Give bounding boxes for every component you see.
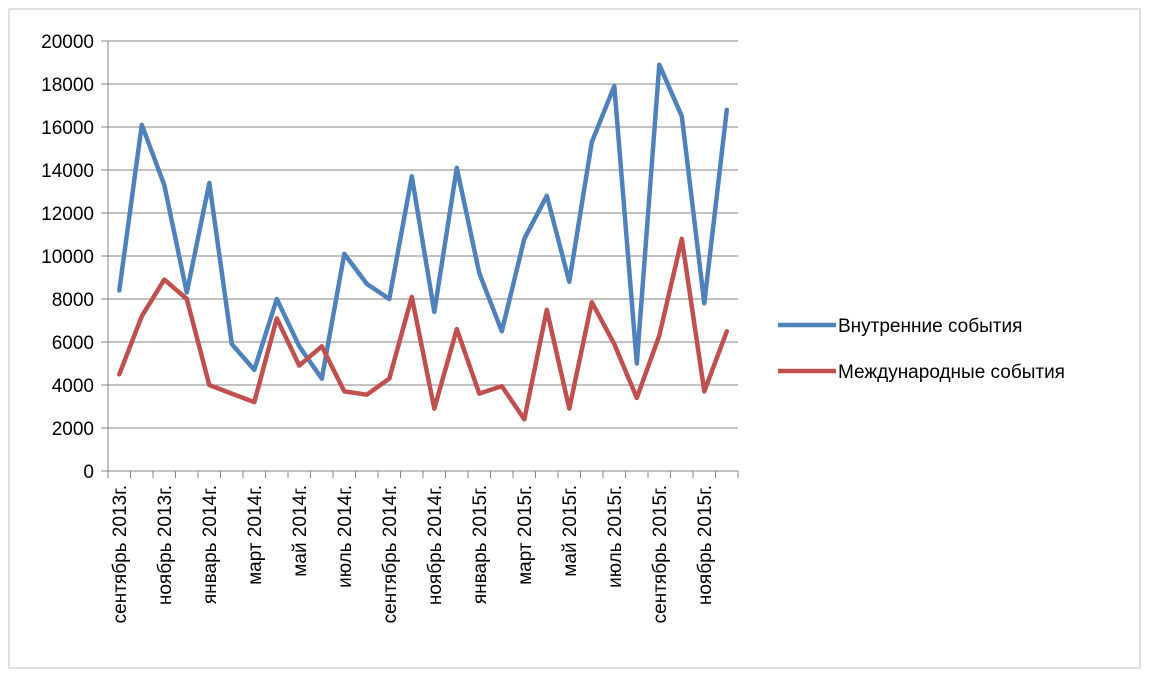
y-axis-tick-labels: 0 2000 4000 6000 8000 10000 12000 14000 16000 180… bbox=[41, 32, 94, 483]
x-tick-label: сентябрь 2014г. bbox=[380, 485, 401, 623]
legend-label-1: Внутренние события bbox=[838, 316, 1022, 337]
x-tick-label: июль 2015г. bbox=[605, 485, 626, 588]
y-tick-label: 2000 bbox=[52, 419, 94, 440]
y-tick-label: 18000 bbox=[41, 75, 94, 96]
legend: Внутренние события Международные события bbox=[778, 316, 1065, 383]
x-tick-label: сентябрь 2015г. bbox=[650, 485, 671, 623]
series-line-1 bbox=[117, 62, 730, 381]
x-tick-label: март 2015г. bbox=[515, 485, 536, 585]
x-tick-label: ноябрь 2013г. bbox=[155, 485, 176, 605]
legend-label-2: Международные события bbox=[838, 362, 1065, 383]
x-tick-label: июль 2014г. bbox=[335, 485, 356, 588]
x-axis-tick-labels: сентябрь 2013г. ноябрь 2013г. январь 2014г… bbox=[110, 485, 716, 623]
series-lines bbox=[117, 62, 730, 422]
y-tick-label: 6000 bbox=[52, 333, 94, 354]
x-tick-label: март 2014г. bbox=[245, 485, 266, 585]
y-tick-label: 16000 bbox=[41, 118, 94, 139]
axes bbox=[101, 40, 739, 478]
series-line-2 bbox=[117, 236, 730, 422]
y-tick-label: 10000 bbox=[41, 247, 94, 268]
x-tick-label: май 2015г. bbox=[560, 485, 581, 577]
y-tick-label: 20000 bbox=[41, 32, 94, 53]
y-tick-label: 0 bbox=[83, 462, 94, 483]
y-tick-label: 14000 bbox=[41, 161, 94, 182]
y-tick-label: 12000 bbox=[41, 204, 94, 225]
x-tick-label: январь 2014г. bbox=[200, 485, 221, 604]
x-tick-label: ноябрь 2014г. bbox=[425, 485, 446, 605]
x-tick-label: январь 2015г. bbox=[470, 485, 491, 604]
y-tick-label: 8000 bbox=[52, 290, 94, 311]
x-tick-label: сентябрь 2013г. bbox=[110, 485, 131, 623]
x-tick-label: ноябрь 2015г. bbox=[695, 485, 716, 605]
y-tick-label: 4000 bbox=[52, 376, 94, 397]
x-tick-label: май 2014г. bbox=[290, 485, 311, 577]
